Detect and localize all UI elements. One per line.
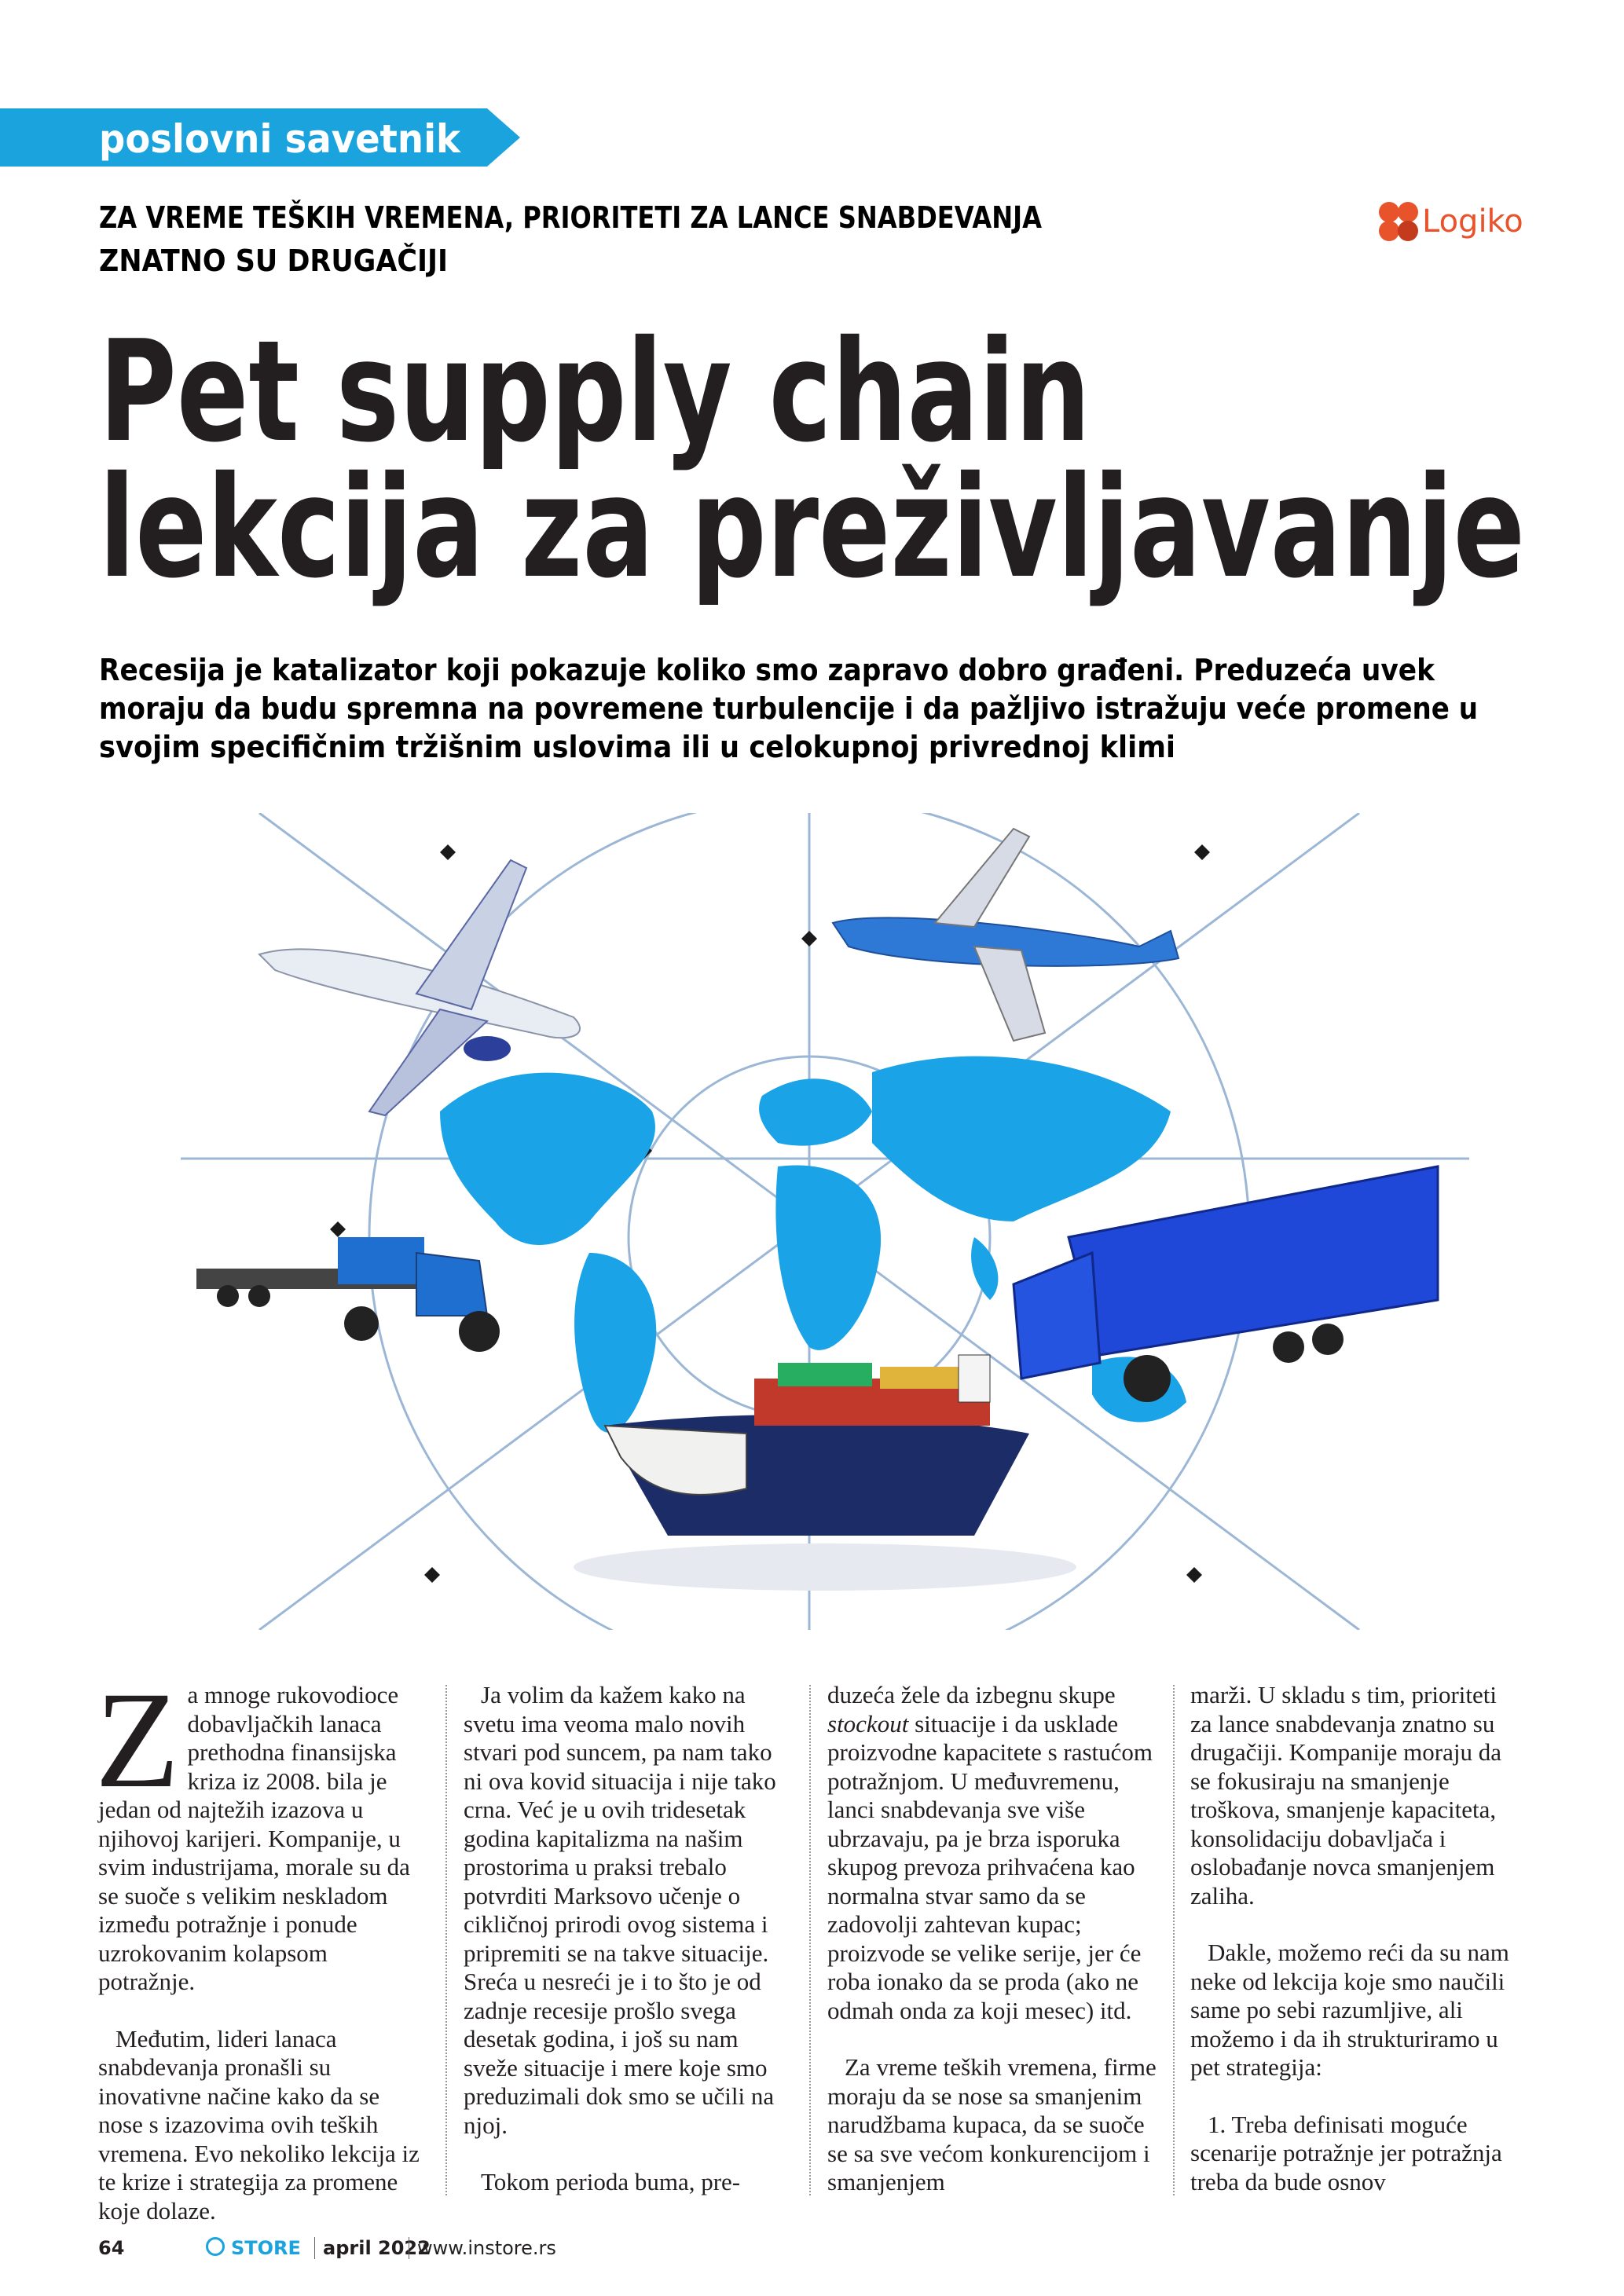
illustration-shape (217, 1285, 239, 1307)
illustration-shape (464, 1036, 511, 1061)
illustration-shape (368, 1008, 489, 1117)
text: duzeća žele da izbegnu skupe (827, 1681, 1116, 1708)
drop-cap: Z (95, 1664, 180, 1817)
section-tag-bg (0, 108, 520, 167)
paragraph: Za vreme teških vremena, firme moraju da… (827, 2053, 1157, 2195)
text: situacije i da usklade proizvodne kapaci… (827, 1709, 1153, 2024)
lead: moraju da budu spremna na povremene turb… (99, 691, 1478, 726)
column: marži. U skladu s tim, prioriteti za lan… (1190, 1681, 1520, 2225)
header-area: poslovni savetnik ZA VREME TEŠKIH VREMEN… (0, 108, 1525, 764)
illustration-shape (1012, 1251, 1102, 1380)
illustration-shape (1398, 221, 1418, 241)
container-ship (574, 1354, 1076, 1591)
text: a mnoge rukovodioce dobavljačkih lanaca … (98, 1681, 410, 1995)
world-map (440, 1056, 1186, 1433)
kicker: ZA VREME TEŠKIH VREMENA, PRIORITETI ZA L… (99, 200, 1042, 235)
illustration-shape (1194, 844, 1210, 860)
illustration-shape (1398, 202, 1418, 222)
emphasis: stockout (827, 1709, 909, 1738)
illustration-shape (330, 1221, 346, 1237)
illustration-shape (603, 1424, 747, 1496)
footer-brand: STORE (206, 2237, 301, 2259)
column-rule (445, 1685, 448, 2195)
illustration-shape (880, 1367, 966, 1389)
airplane-right (831, 827, 1180, 1042)
column-rule (809, 1685, 812, 2195)
truck-right (1012, 1165, 1439, 1402)
url: www.instore.rs (409, 2237, 556, 2259)
footer-issue: april 2022 (314, 2237, 431, 2259)
illustration-shape (1124, 1355, 1171, 1402)
section-tag: poslovni savetnik (99, 116, 462, 162)
illustration-shape (1379, 202, 1399, 222)
airplane-left (258, 859, 581, 1117)
page-number: 64 (98, 2237, 125, 2259)
title: lekcija za preživljavanje (99, 446, 1525, 609)
illustration-shape (1379, 221, 1399, 241)
illustration-shape (416, 1251, 489, 1316)
illustration-shape (775, 1165, 882, 1350)
illustration-shape (1273, 1331, 1304, 1363)
illustration-shape (958, 1354, 991, 1403)
footer-url: www.instore.rs (409, 2237, 556, 2259)
logo: Logiko (1422, 203, 1523, 240)
illustration-shape (1186, 1567, 1202, 1583)
illustration-shape (415, 859, 528, 1011)
title: Pet supply chain (99, 310, 1091, 473)
paragraph: Ja volim da kažem kako na svetu ima veom… (464, 1681, 776, 2139)
illustration-shape (801, 931, 817, 947)
truck-left (196, 1237, 500, 1352)
logo-icon (1379, 202, 1418, 241)
illustration-shape (778, 1363, 872, 1386)
illustration-shape (424, 1567, 440, 1583)
illustration-shape (971, 1237, 999, 1300)
lead: svojim specifičnim tržišnim uslovima ili… (99, 730, 1175, 764)
illustration-shape (1067, 1165, 1439, 1357)
brand-icon (206, 2237, 225, 2256)
illustration-shape (574, 1253, 657, 1433)
paragraph: marži. U skladu s tim, prioriteti za lan… (1190, 1681, 1501, 1910)
paragraph: 1. Treba definisati moguće scenarije pot… (1190, 2110, 1502, 2195)
illustration (181, 813, 1469, 1630)
paragraph: Međutim, lideri lanaca snabdevanja prona… (98, 2024, 420, 2225)
illustration-shape (248, 1285, 270, 1307)
column: duzeća žele da izbegnu skupe stockout si… (827, 1681, 1157, 2225)
illustration-shape (440, 844, 456, 860)
illustration-shape (831, 917, 1180, 967)
column-rule (1173, 1685, 1175, 2195)
illustration-shape (338, 1237, 424, 1284)
brand: STORE (231, 2237, 301, 2259)
illustration-shape (973, 945, 1047, 1042)
illustration-shape (933, 827, 1031, 928)
paragraph: Dakle, možemo reći da su nam neke od lek… (1190, 1939, 1509, 2081)
illustration-shape (440, 1072, 655, 1245)
illustration-shape (872, 1056, 1171, 1221)
illustration-shape (344, 1306, 379, 1341)
paragraph: duzeća žele da izbegnu skupe stockout si… (827, 1681, 1157, 2025)
issue: april 2022 (314, 2237, 431, 2259)
column: Ja volim da kažem kako na svetu ima veom… (464, 1681, 794, 2225)
illustration-shape (459, 1311, 500, 1352)
lead: Recesija je katalizator koji pokazuje ko… (99, 653, 1435, 687)
illustration-shape (1312, 1324, 1344, 1355)
kicker: ZNATNO SU DRUGAČIJI (99, 244, 448, 278)
paragraph: Tokom perioda buma, pre- (481, 2168, 741, 2195)
illustration-shape (759, 1078, 872, 1146)
illustration-shape (574, 1543, 1076, 1591)
